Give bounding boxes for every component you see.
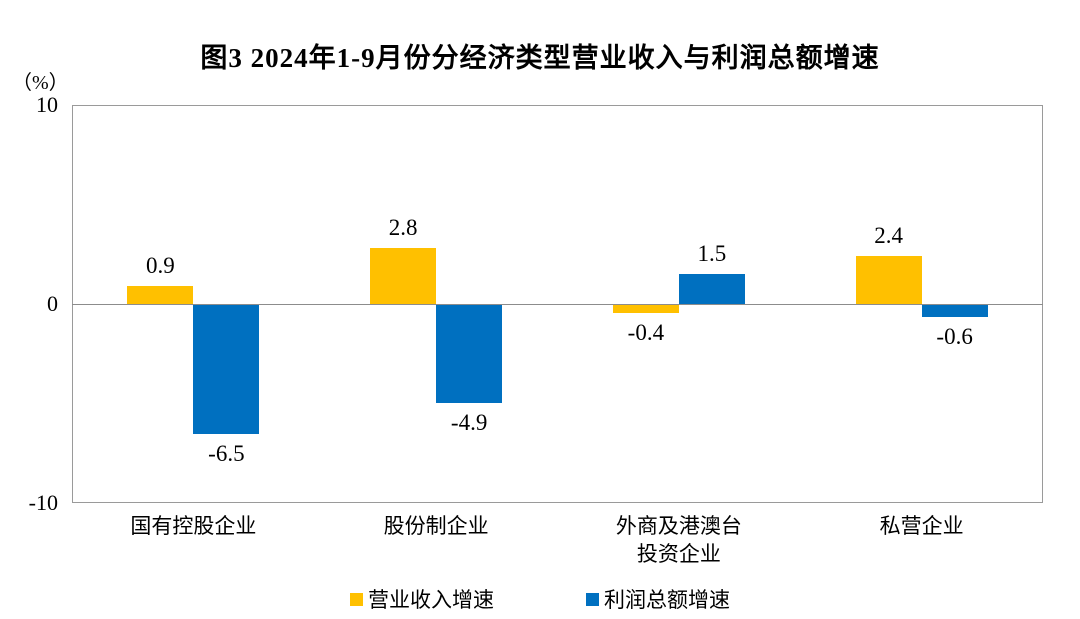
bar-value-label-series0-cat1: 2.8 [388,215,418,241]
bar-series1-cat2 [678,274,745,304]
legend: 营业收入增速 利润总额增速 [0,584,1080,614]
y-tick-10: 10 [36,92,58,117]
bar-series0-cat1 [370,248,437,304]
x-axis-label-line: 投资企业 [636,542,721,566]
bar-value-label-series1-cat2: 1.5 [697,241,727,267]
bar-value-label-series1-cat1: -4.9 [450,409,488,435]
bar-value-label-series0-cat3: 2.4 [874,223,903,249]
legend-item-series0: 营业收入增速 [350,584,494,614]
x-axis-label-0: 国有控股企业 [73,512,313,540]
x-axis-label-line: 股份制企业 [383,514,489,538]
bar-series1-cat1 [436,305,503,403]
bar-series0-cat0 [127,286,194,304]
bar-series0-cat2 [612,305,679,313]
bar-value-label-series0-cat0: 0.9 [146,253,175,279]
bar-value-label-series1-cat3: -0.6 [936,323,973,349]
bar-value-label-series0-cat2: -0.4 [627,319,665,345]
x-axis-label-line: 国有控股企业 [130,514,257,538]
legend-color-swatch-icon [350,592,363,606]
chart-title: 图3 2024年1-9月份分经济类型营业收入与利润总额增速 [200,43,880,73]
bar-series1-cat3 [921,305,988,317]
bar-series0-cat3 [855,256,922,304]
x-axis-label-2: 外商及港澳台 投资企业 [559,512,799,568]
y-tick--10: -10 [28,490,58,515]
x-axis-label-line: 私营企业 [879,514,964,538]
bar-series1-cat0 [193,305,260,435]
x-axis-label-line: 外商及港澳台 [615,514,742,538]
legend-color-swatch-icon [586,592,599,606]
bar-value-label-series1-cat0: -6.5 [208,441,245,467]
legend-item-series1: 利润总额增速 [586,584,730,614]
x-axis-label-3: 私营企业 [802,512,1042,540]
legend-label-series0: 营业收入增速 [368,588,494,612]
y-tick-0: 0 [47,291,58,316]
legend-label-series1: 利润总额增速 [604,588,730,612]
zero-axis-line [72,304,1043,305]
y-axis-unit-label: （%） [12,72,69,94]
x-axis-label-1: 股份制企业 [316,512,556,540]
